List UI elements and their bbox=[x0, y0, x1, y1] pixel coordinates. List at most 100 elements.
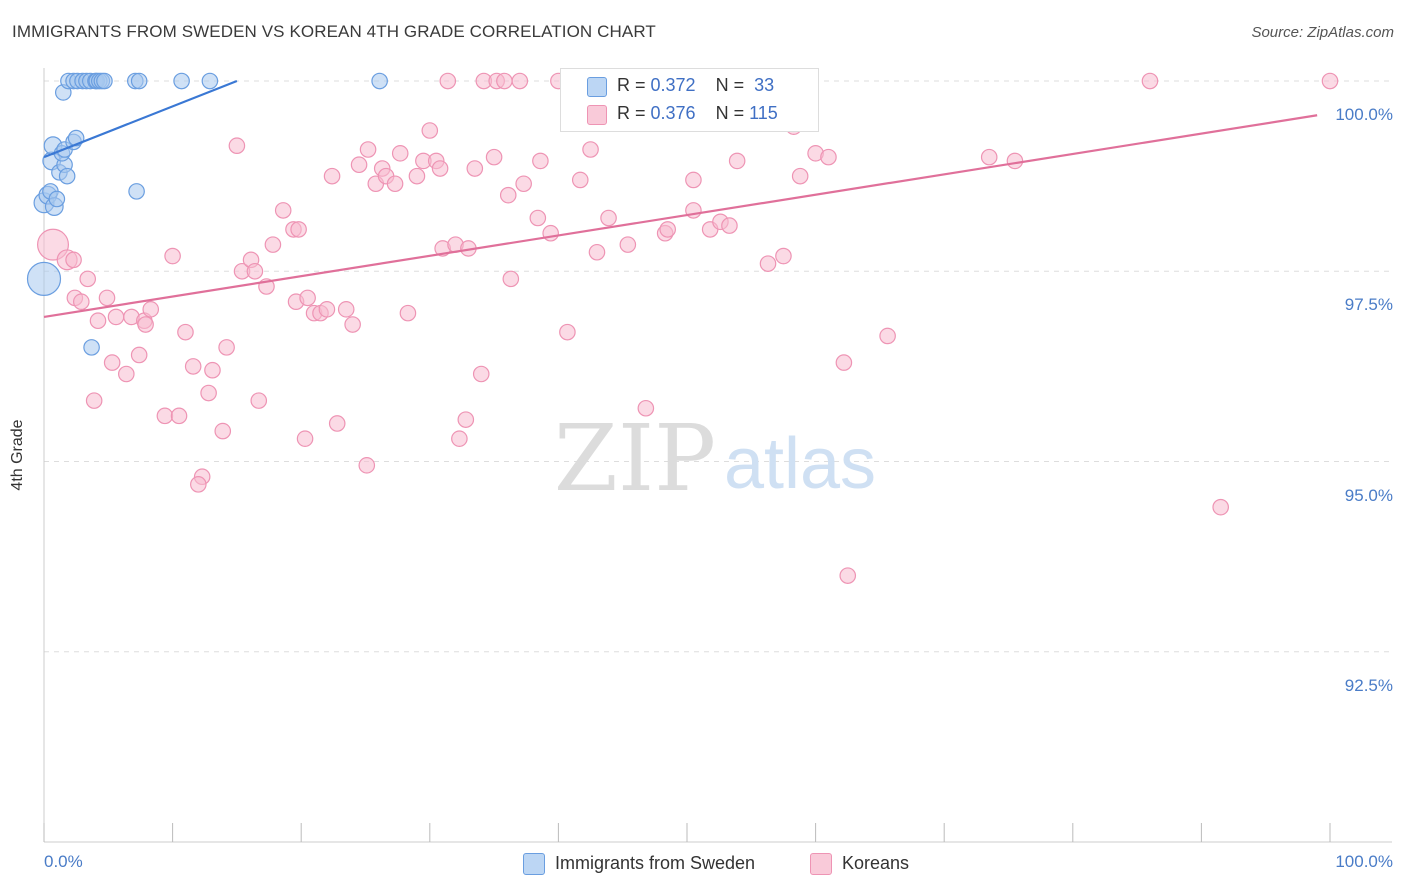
sweden-point bbox=[371, 72, 388, 90]
korean-point bbox=[421, 122, 439, 139]
korean-point bbox=[170, 407, 188, 425]
bottom-legend-swatch-koreans bbox=[810, 853, 832, 875]
korean-point bbox=[246, 262, 264, 280]
korean-point bbox=[228, 137, 246, 155]
korean-point bbox=[391, 145, 409, 162]
sweden-point bbox=[83, 339, 100, 356]
korean-point bbox=[529, 209, 547, 227]
korean-point bbox=[337, 301, 355, 318]
korean-point bbox=[637, 399, 655, 417]
axes bbox=[43, 68, 1392, 843]
korean-point bbox=[408, 167, 426, 185]
y-tick-label: 92.5% bbox=[1344, 675, 1393, 695]
legend-swatch-sweden bbox=[587, 77, 607, 97]
source-label: Source: ZipAtlas.com bbox=[1251, 24, 1394, 41]
korean-point bbox=[89, 312, 107, 330]
sweden-point bbox=[96, 72, 113, 90]
korean-point bbox=[190, 476, 207, 493]
korean-point bbox=[142, 301, 160, 318]
trendlines bbox=[43, 80, 1318, 319]
korean-point bbox=[980, 148, 998, 166]
korean-point bbox=[1321, 72, 1339, 90]
korean-point bbox=[218, 339, 235, 356]
korean-point bbox=[184, 358, 202, 375]
korean-point bbox=[264, 236, 282, 253]
watermark-atlas: atlas bbox=[724, 424, 876, 504]
korean-point bbox=[296, 430, 314, 447]
korean-point bbox=[103, 354, 121, 371]
korean-point bbox=[200, 384, 217, 402]
korean-point bbox=[619, 236, 637, 253]
korean-point bbox=[559, 323, 576, 341]
korean-point bbox=[98, 289, 116, 307]
x-tick-min: 0.0% bbox=[44, 852, 83, 871]
korean-point bbox=[439, 72, 457, 90]
watermark: ZIP atlas bbox=[554, 405, 876, 512]
korean-point bbox=[299, 289, 316, 307]
sweden-point bbox=[201, 72, 219, 90]
korean-point bbox=[177, 323, 194, 341]
korean-point bbox=[107, 308, 125, 326]
korean-point bbox=[323, 167, 341, 185]
korean-point bbox=[835, 354, 853, 371]
korean-point bbox=[65, 251, 82, 269]
korean-point bbox=[1141, 72, 1159, 90]
chart-title: IMMIGRANTS FROM SWEDEN VS KOREAN 4TH GRA… bbox=[12, 22, 656, 41]
sweden-points bbox=[26, 72, 388, 356]
correlation-legend: R = 0.372 N = 33 R = 0.376 N = 115 bbox=[560, 68, 819, 132]
legend-swatch-koreans bbox=[587, 105, 607, 125]
korean-point bbox=[791, 167, 809, 185]
korean-point bbox=[721, 217, 738, 234]
korean-point bbox=[250, 392, 268, 409]
korean-points bbox=[37, 72, 1339, 584]
korean-point bbox=[457, 411, 475, 428]
gridlines bbox=[44, 80, 1392, 653]
sweden-point bbox=[128, 183, 145, 200]
korean-point bbox=[820, 148, 837, 166]
korean-point bbox=[511, 72, 529, 90]
korean-point bbox=[399, 304, 417, 322]
sweden-point bbox=[173, 72, 190, 90]
korean-point bbox=[344, 316, 361, 333]
korean-point bbox=[600, 209, 617, 227]
korean-point bbox=[72, 293, 90, 311]
korean-point bbox=[451, 430, 468, 447]
korean-point bbox=[532, 152, 549, 170]
korean-point bbox=[588, 243, 606, 261]
korean-point bbox=[759, 255, 777, 272]
korean-point bbox=[328, 415, 346, 432]
sweden-point bbox=[130, 72, 148, 90]
korean-point bbox=[499, 186, 517, 204]
korean-point bbox=[358, 457, 376, 474]
korean-point bbox=[879, 327, 896, 345]
y-tick-label: 100.0% bbox=[1335, 105, 1393, 125]
korean-point bbox=[1212, 498, 1229, 516]
sweden-trendline bbox=[43, 80, 238, 159]
korean-point bbox=[386, 175, 404, 193]
korean-point bbox=[130, 346, 148, 364]
korean-point bbox=[466, 160, 484, 177]
korean-point bbox=[118, 365, 135, 383]
bottom-legend-label-koreans: Koreans bbox=[842, 853, 910, 873]
korean-point bbox=[214, 422, 232, 440]
korean-point bbox=[496, 72, 513, 90]
korean-point bbox=[137, 316, 154, 333]
korean-point bbox=[502, 270, 520, 288]
korean-point bbox=[274, 202, 292, 219]
korean-point bbox=[204, 361, 221, 379]
korean-trendline bbox=[43, 114, 1318, 319]
korean-point bbox=[728, 152, 746, 170]
korean-point bbox=[79, 270, 97, 288]
korean-point bbox=[485, 148, 503, 166]
korean-point bbox=[290, 221, 307, 238]
bottom-legend-label-sweden: Immigrants from Sweden bbox=[555, 853, 756, 873]
korean-point bbox=[85, 392, 103, 409]
korean-point bbox=[839, 567, 857, 584]
korean-point bbox=[164, 247, 181, 265]
sweden-point bbox=[48, 190, 66, 208]
y-tick-label: 97.5% bbox=[1344, 295, 1393, 315]
x-tick-max: 100.0% bbox=[1335, 852, 1393, 871]
korean-point bbox=[156, 407, 174, 425]
korean-point bbox=[659, 221, 677, 238]
